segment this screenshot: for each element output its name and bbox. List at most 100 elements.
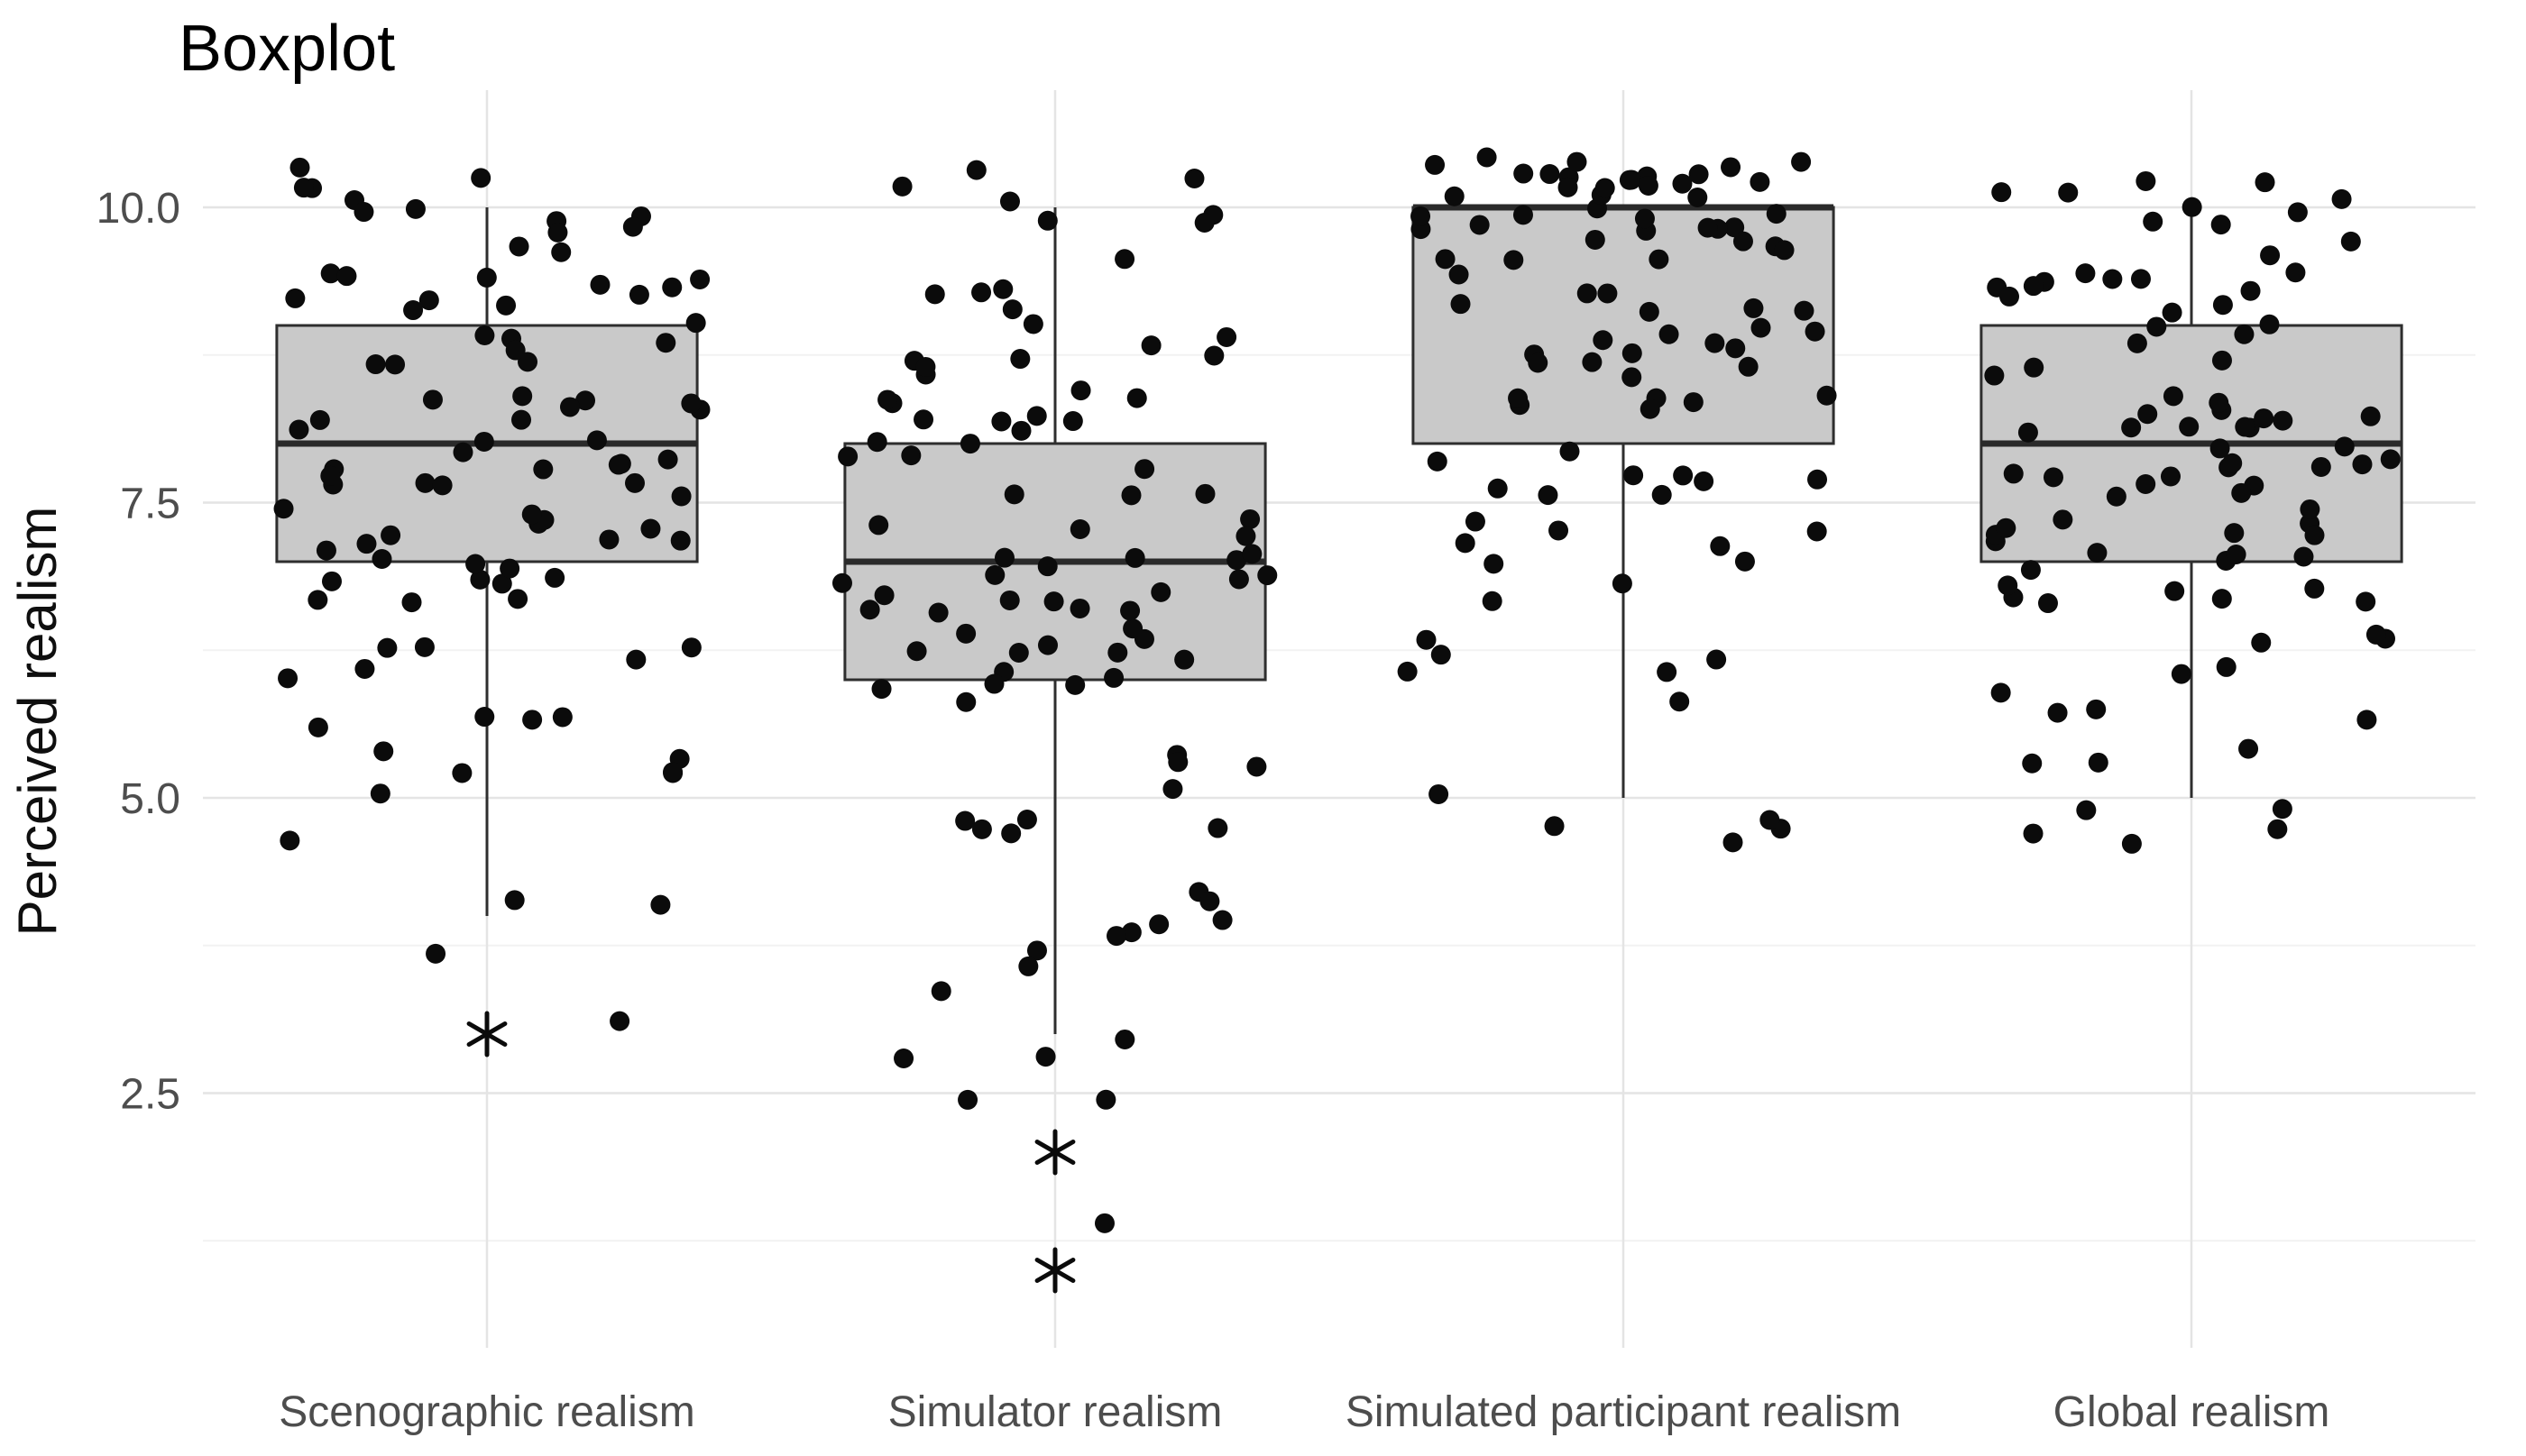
- data-point: [465, 554, 486, 574]
- data-point: [1688, 164, 1709, 185]
- data-point: [2171, 664, 2191, 684]
- data-point: [1476, 147, 1497, 168]
- data-point: [1026, 940, 1047, 961]
- data-point: [2235, 417, 2255, 437]
- data-point: [1816, 385, 1837, 406]
- data-point: [1582, 352, 1603, 372]
- data-point: [1584, 229, 1605, 250]
- data-point: [474, 707, 495, 728]
- y-axis-title: Perceived realism: [7, 507, 68, 937]
- data-point: [915, 356, 936, 377]
- outlier-asterisk: [1034, 1258, 1076, 1283]
- data-point: [1026, 406, 1047, 426]
- data-point: [2146, 316, 2167, 337]
- data-point: [868, 515, 889, 536]
- data-point: [1508, 388, 1529, 408]
- data-point: [2287, 202, 2308, 223]
- data-point: [320, 465, 341, 486]
- data-point: [2340, 231, 2361, 252]
- data-point: [545, 567, 565, 588]
- data-point: [2003, 463, 2024, 484]
- data-point: [586, 430, 607, 451]
- data-point: [1597, 283, 1618, 304]
- data-point: [551, 242, 572, 262]
- data-point: [599, 529, 620, 550]
- data-point: [2043, 467, 2063, 488]
- data-point: [2211, 589, 2232, 609]
- data-point: [871, 679, 892, 700]
- data-point: [509, 236, 529, 257]
- data-point: [1750, 171, 1770, 192]
- data-point: [2251, 632, 2272, 653]
- data-point: [2086, 699, 2107, 719]
- data-point: [958, 1089, 978, 1110]
- data-point: [1002, 299, 1023, 320]
- data-point: [1199, 891, 1220, 911]
- data-point: [320, 263, 341, 284]
- data-point: [1658, 324, 1679, 344]
- data-point: [1469, 215, 1490, 235]
- data-point: [1706, 649, 1727, 670]
- data-point: [1070, 598, 1090, 618]
- data-point: [309, 409, 330, 430]
- data-point: [1999, 286, 2020, 307]
- data-point: [504, 890, 525, 911]
- data-point: [1503, 250, 1524, 270]
- data-point: [1634, 208, 1655, 229]
- data-point: [381, 525, 401, 545]
- data-point: [547, 222, 568, 243]
- data-point: [521, 504, 542, 525]
- data-point: [496, 295, 517, 316]
- data-point: [1672, 173, 1693, 194]
- x-tick-label: Simulator realism: [888, 1388, 1223, 1436]
- data-point: [2136, 170, 2156, 191]
- data-point: [1121, 485, 1142, 506]
- data-point: [2211, 350, 2232, 371]
- data-point: [690, 269, 711, 289]
- data-point: [1011, 420, 1032, 441]
- data-point: [1487, 478, 1508, 499]
- data-point: [1226, 550, 1247, 571]
- data-point: [491, 573, 512, 594]
- data-point: [1538, 485, 1558, 506]
- data-point: [2259, 314, 2280, 334]
- data-point: [2126, 333, 2147, 353]
- data-point: [1194, 213, 1215, 234]
- data-point: [629, 284, 649, 305]
- data-point: [2365, 624, 2386, 645]
- data-point: [1035, 1047, 1056, 1067]
- data-point: [2017, 422, 2038, 443]
- data-point: [657, 449, 678, 470]
- data-point: [365, 354, 386, 375]
- data-point: [1673, 465, 1694, 486]
- data-point: [2238, 738, 2259, 759]
- data-point: [2231, 482, 2252, 503]
- data-point: [650, 894, 671, 915]
- data-point: [1807, 469, 1828, 490]
- data-point: [1010, 349, 1031, 370]
- data-point: [956, 691, 977, 712]
- data-point: [874, 585, 895, 606]
- data-point: [931, 981, 951, 1002]
- data-point: [2360, 406, 2381, 426]
- data-point: [2143, 211, 2163, 232]
- data-point: [1734, 551, 1755, 572]
- data-point: [1107, 642, 1128, 663]
- points-simulator-realism: [831, 160, 1278, 1233]
- data-point: [966, 160, 987, 180]
- data-point: [1448, 264, 1469, 285]
- data-point: [1126, 388, 1147, 408]
- data-point: [2076, 800, 2097, 820]
- data-point: [892, 176, 913, 197]
- data-point: [2130, 269, 2151, 289]
- data-point: [993, 279, 1014, 299]
- data-point: [1594, 178, 1615, 198]
- data-point: [1416, 629, 1437, 650]
- data-point: [2136, 473, 2156, 494]
- data-point: [2352, 454, 2373, 475]
- data-point: [2226, 545, 2246, 565]
- data-point: [2023, 823, 2044, 844]
- data-point: [960, 434, 980, 454]
- data-point: [2121, 417, 2142, 438]
- data-point: [1996, 517, 2016, 538]
